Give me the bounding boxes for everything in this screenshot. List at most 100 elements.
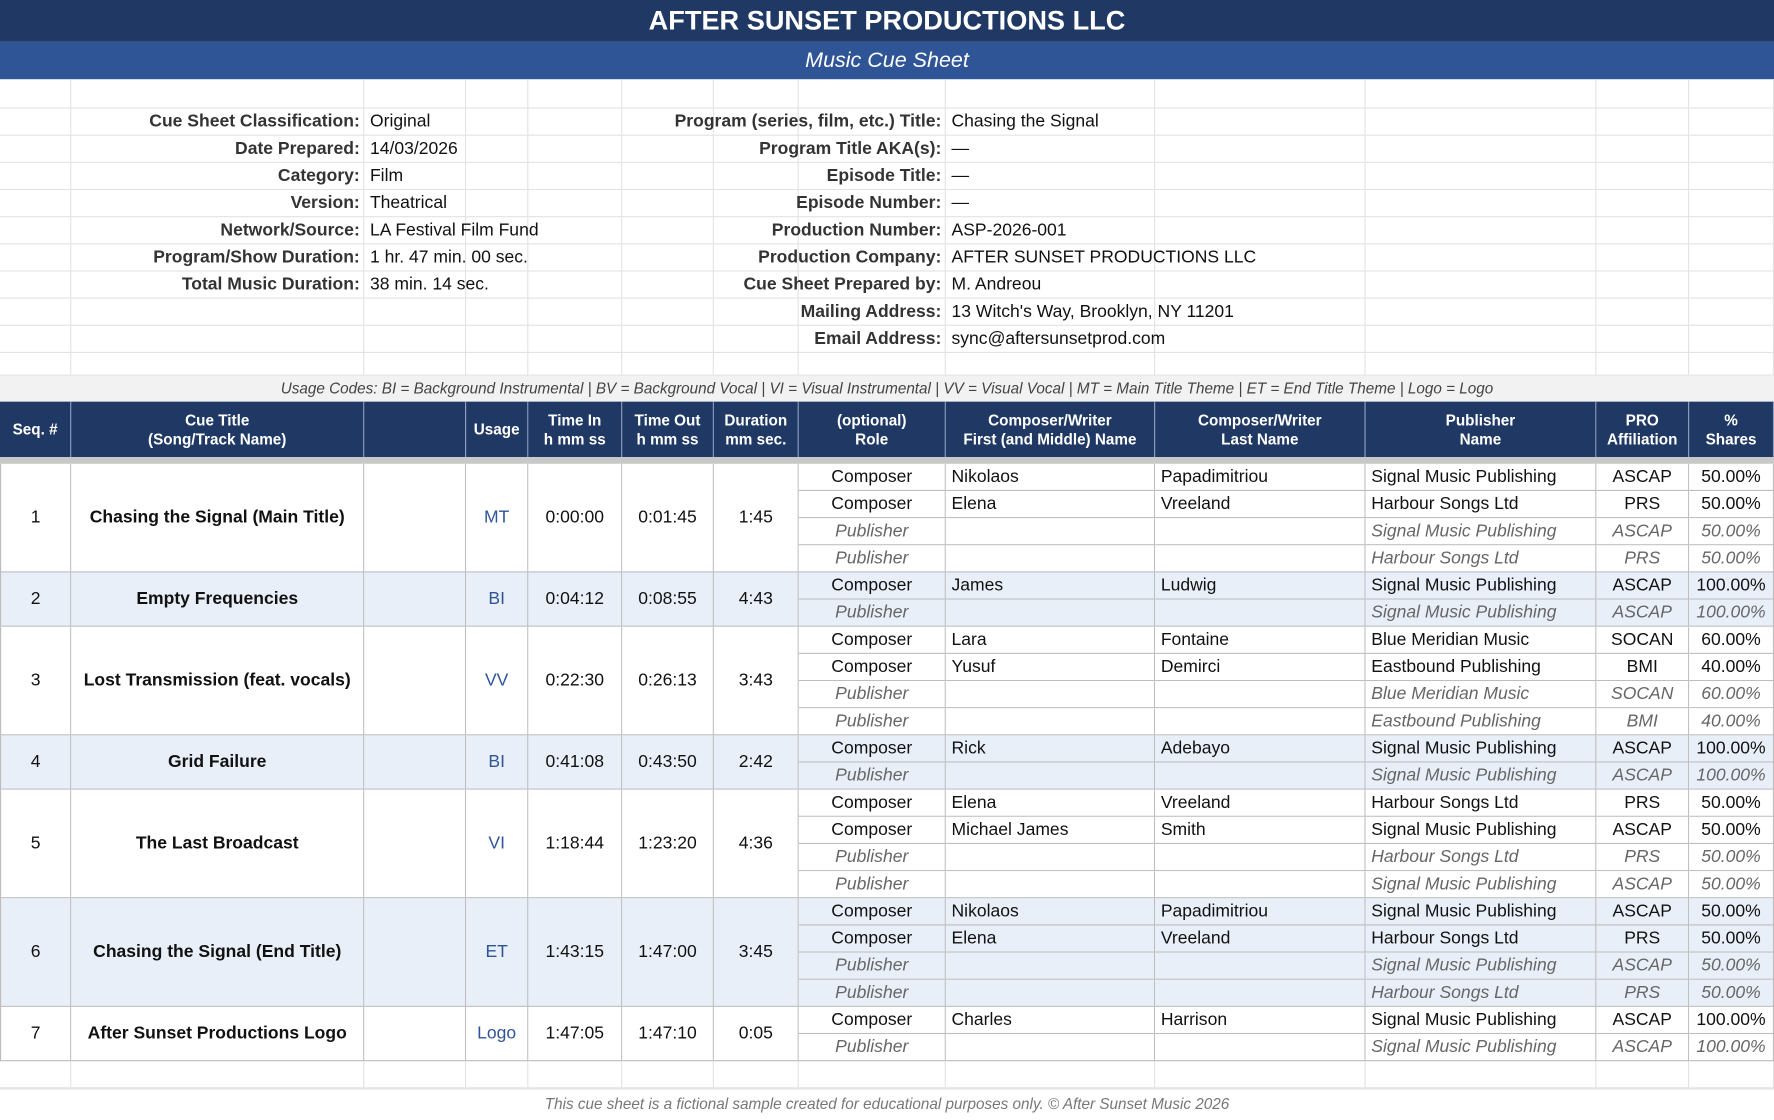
- info-value[interactable]: Film: [369, 166, 404, 186]
- grid-cell[interactable]: [1155, 1061, 1366, 1089]
- role[interactable]: Composer: [798, 653, 946, 682]
- share[interactable]: 100.00%: [1689, 735, 1774, 763]
- publisher-name[interactable]: Signal Music Publishing: [1365, 898, 1597, 926]
- cue-seq[interactable]: 3: [0, 626, 72, 736]
- grid-cell[interactable]: [466, 244, 529, 272]
- cue-out[interactable]: 1:47:00: [622, 898, 714, 1007]
- grid-cell[interactable]: [528, 217, 623, 245]
- grid-cell[interactable]: [713, 190, 799, 218]
- publisher-name[interactable]: Signal Music Publishing: [1365, 952, 1597, 980]
- grid-cell[interactable]: [713, 108, 799, 136]
- blank-cell[interactable]: [364, 735, 467, 790]
- pro-affiliation[interactable]: ASCAP: [1596, 735, 1690, 763]
- grid-cell[interactable]: [945, 108, 1156, 136]
- grid-cell[interactable]: [1596, 162, 1690, 191]
- publisher-name[interactable]: Harbour Songs Ltd: [1365, 844, 1597, 872]
- cue-out[interactable]: 1:23:20: [622, 789, 714, 899]
- grid-cell[interactable]: [798, 108, 946, 136]
- info-value[interactable]: 13 Witch's Way, Brooklyn, NY 11201: [951, 302, 1234, 322]
- first-name[interactable]: [945, 518, 1156, 546]
- share[interactable]: 100.00%: [1689, 1034, 1774, 1062]
- pro-affiliation[interactable]: PRS: [1596, 925, 1690, 953]
- grid-cell[interactable]: [622, 325, 714, 353]
- grid-cell[interactable]: [1155, 162, 1366, 191]
- grid-cell[interactable]: [364, 162, 467, 191]
- grid-cell[interactable]: [0, 352, 72, 376]
- cue-in[interactable]: 0:22:30: [528, 626, 623, 736]
- role[interactable]: Publisher: [798, 599, 946, 627]
- cue-in[interactable]: 1:18:44: [528, 789, 623, 899]
- role[interactable]: Publisher: [798, 844, 946, 872]
- grid-cell[interactable]: [1689, 1061, 1774, 1089]
- grid-cell[interactable]: [528, 352, 623, 376]
- grid-cell[interactable]: [1689, 217, 1774, 245]
- blank-cell[interactable]: [364, 898, 467, 1007]
- share[interactable]: 50.00%: [1689, 463, 1774, 492]
- grid-cell[interactable]: [1596, 244, 1690, 272]
- grid-cell[interactable]: [945, 135, 1156, 163]
- grid-cell[interactable]: [1596, 271, 1690, 299]
- cue-in[interactable]: 1:47:05: [528, 1006, 623, 1062]
- grid-cell[interactable]: [1365, 244, 1597, 272]
- role[interactable]: Publisher: [798, 1034, 946, 1062]
- last-name[interactable]: [1155, 599, 1366, 627]
- grid-cell[interactable]: [798, 352, 946, 376]
- first-name[interactable]: Charles: [945, 1006, 1156, 1035]
- blank-cell[interactable]: [364, 789, 467, 899]
- last-name[interactable]: Smith: [1155, 816, 1366, 845]
- role[interactable]: Publisher: [798, 871, 946, 899]
- grid-cell[interactable]: [528, 271, 623, 299]
- grid-cell[interactable]: [798, 244, 946, 272]
- last-name[interactable]: [1155, 979, 1366, 1007]
- grid-cell[interactable]: [713, 298, 799, 326]
- grid-cell[interactable]: [1596, 190, 1690, 218]
- info-value[interactable]: —: [951, 193, 970, 213]
- last-name[interactable]: Vreeland: [1155, 491, 1366, 519]
- info-value[interactable]: ASP-2026-001: [951, 220, 1067, 240]
- grid-cell[interactable]: [622, 244, 714, 272]
- last-name[interactable]: [1155, 708, 1366, 736]
- grid-cell[interactable]: [1155, 190, 1366, 218]
- grid-cell[interactable]: [528, 190, 623, 218]
- share[interactable]: 50.00%: [1689, 898, 1774, 926]
- grid-cell[interactable]: [713, 79, 799, 109]
- grid-cell[interactable]: [622, 190, 714, 218]
- grid-cell[interactable]: [71, 135, 365, 163]
- grid-cell[interactable]: [466, 217, 529, 245]
- grid-cell[interactable]: [798, 190, 946, 218]
- grid-cell[interactable]: [364, 244, 467, 272]
- grid-cell[interactable]: [798, 79, 946, 109]
- grid-cell[interactable]: [1689, 190, 1774, 218]
- grid-cell[interactable]: [713, 325, 799, 353]
- grid-cell[interactable]: [1689, 271, 1774, 299]
- role[interactable]: Composer: [798, 789, 946, 817]
- grid-cell[interactable]: [364, 352, 467, 376]
- cue-usage[interactable]: BI: [466, 735, 529, 790]
- share[interactable]: 60.00%: [1689, 681, 1774, 709]
- grid-cell[interactable]: [945, 79, 1156, 109]
- cue-out[interactable]: 0:43:50: [622, 735, 714, 790]
- role[interactable]: Publisher: [798, 952, 946, 980]
- grid-cell[interactable]: [71, 1061, 365, 1089]
- share[interactable]: 50.00%: [1689, 545, 1774, 573]
- grid-cell[interactable]: [1155, 298, 1366, 326]
- pro-affiliation[interactable]: ASCAP: [1596, 518, 1690, 546]
- pro-affiliation[interactable]: PRS: [1596, 979, 1690, 1007]
- info-value[interactable]: LA Festival Film Fund: [369, 220, 539, 240]
- grid-cell[interactable]: [0, 190, 72, 218]
- blank-cell[interactable]: [364, 626, 467, 736]
- grid-cell[interactable]: [1689, 325, 1774, 353]
- grid-cell[interactable]: [622, 1061, 714, 1089]
- cue-title[interactable]: After Sunset Productions Logo: [71, 1006, 365, 1062]
- pro-affiliation[interactable]: PRS: [1596, 491, 1690, 519]
- grid-cell[interactable]: [364, 217, 467, 245]
- cue-out[interactable]: 0:26:13: [622, 626, 714, 736]
- publisher-name[interactable]: Harbour Songs Ltd: [1365, 545, 1597, 573]
- cue-dur[interactable]: 3:43: [713, 626, 799, 736]
- first-name[interactable]: [945, 844, 1156, 872]
- grid-cell[interactable]: [1155, 217, 1366, 245]
- role[interactable]: Composer: [798, 463, 946, 492]
- info-value[interactable]: 14/03/2026: [369, 139, 458, 159]
- publisher-name[interactable]: Eastbound Publishing: [1365, 708, 1597, 736]
- grid-cell[interactable]: [71, 190, 365, 218]
